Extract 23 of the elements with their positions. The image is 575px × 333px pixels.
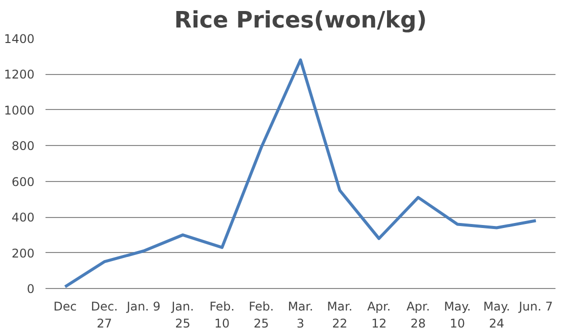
y-tick-label: 400	[12, 210, 34, 225]
x-tick-label: Dec. 27	[90, 300, 118, 330]
x-tick-label: Jun. 7	[518, 300, 553, 314]
y-tick-label: 200	[12, 246, 34, 260]
y-tick-label: 1400	[4, 32, 35, 46]
x-tick-label: May. 10	[444, 300, 471, 330]
x-tick-label: Mar. 22	[327, 300, 352, 330]
x-tick-label: Mar. 3	[288, 300, 314, 330]
x-tick-label: Jan. 9	[126, 300, 160, 314]
x-tick-label: Apr. 12	[367, 300, 391, 330]
x-tick-label: Dec	[54, 300, 77, 314]
y-tick-label: 1000	[4, 103, 35, 118]
chart-title: Rice Prices(won/kg)	[174, 8, 427, 34]
y-tick-label: 800	[12, 139, 34, 154]
x-tick-label: Apr. 28	[406, 300, 430, 330]
x-tick-label: May. 24	[483, 300, 510, 330]
y-tick-label: 0	[26, 282, 35, 296]
x-tick-label: Feb. 10	[210, 300, 235, 330]
line-series	[64, 58, 538, 288]
x-tick-label: Feb. 25	[248, 300, 274, 330]
y-tick-label: 600	[12, 174, 34, 189]
y-tick-label: 1200	[4, 68, 35, 82]
x-tick-label: Jan. 25	[170, 300, 194, 330]
